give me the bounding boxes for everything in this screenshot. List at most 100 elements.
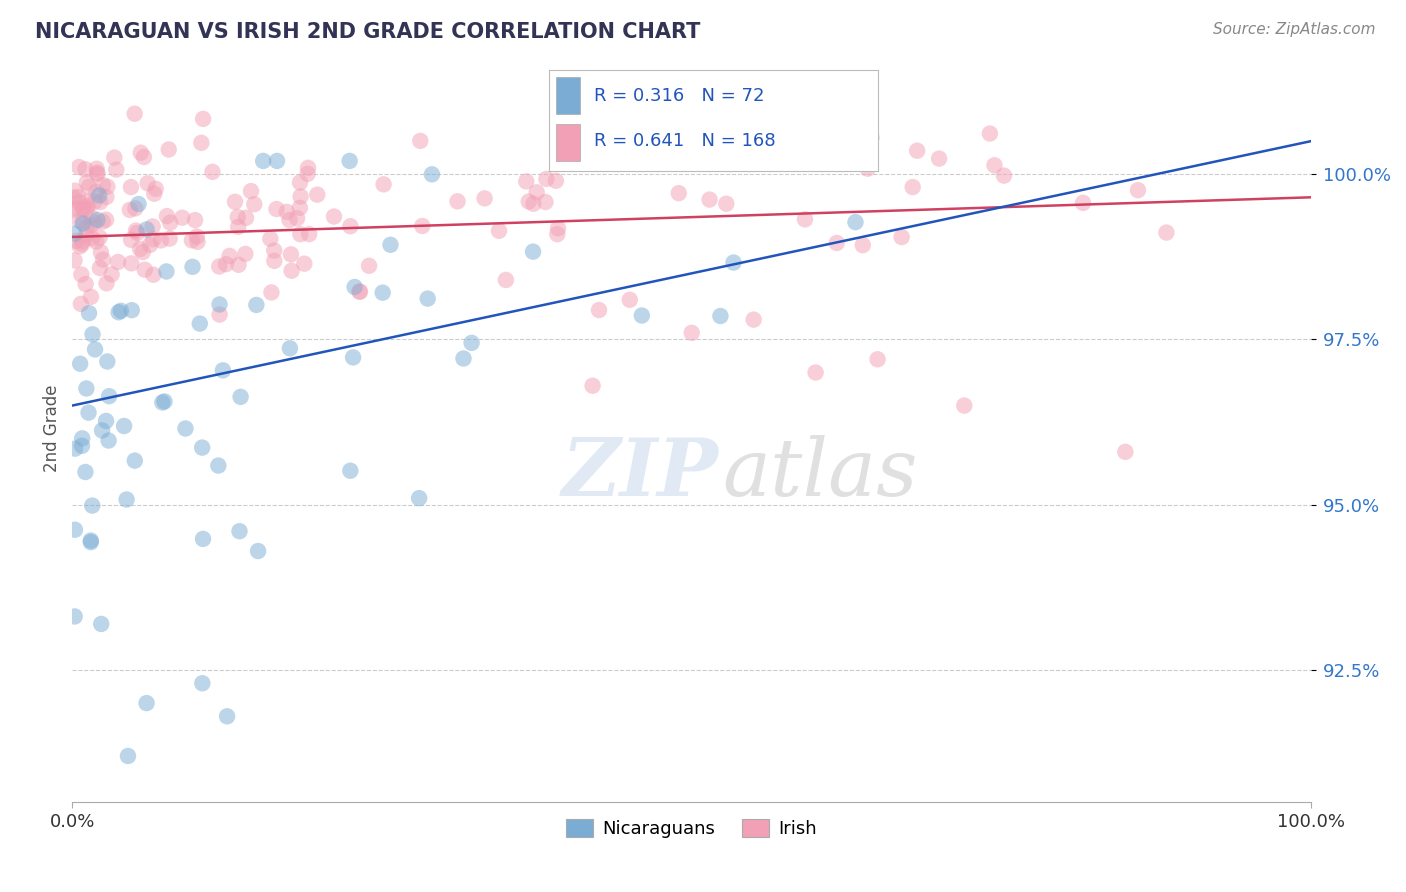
Point bbox=[159, 231, 181, 245]
Point bbox=[297, 167, 319, 181]
Point bbox=[84, 235, 107, 249]
Point bbox=[723, 255, 745, 269]
Point bbox=[212, 363, 235, 377]
Point bbox=[75, 465, 97, 479]
Text: ZIP: ZIP bbox=[561, 434, 718, 512]
Point bbox=[190, 136, 212, 150]
Point bbox=[411, 219, 433, 233]
Point bbox=[63, 523, 86, 537]
Point bbox=[186, 235, 208, 249]
Point bbox=[928, 152, 950, 166]
Point bbox=[1071, 195, 1094, 210]
Point bbox=[581, 378, 603, 392]
Point bbox=[91, 215, 114, 229]
Point bbox=[120, 180, 142, 194]
Point bbox=[186, 229, 208, 244]
Point bbox=[128, 197, 150, 211]
Point bbox=[323, 210, 346, 224]
Point bbox=[839, 144, 862, 158]
Point bbox=[218, 249, 240, 263]
Point bbox=[153, 394, 176, 409]
Point bbox=[105, 162, 128, 177]
Point bbox=[87, 188, 110, 202]
Point bbox=[547, 221, 569, 235]
Point bbox=[62, 190, 84, 204]
Point bbox=[86, 167, 108, 181]
Point bbox=[408, 491, 430, 505]
Point bbox=[70, 237, 93, 252]
Point bbox=[488, 224, 510, 238]
Point bbox=[993, 169, 1015, 183]
Point bbox=[759, 148, 782, 162]
Point bbox=[790, 153, 813, 168]
Point bbox=[983, 158, 1005, 172]
Point bbox=[129, 145, 152, 160]
Point bbox=[224, 194, 246, 209]
Point bbox=[630, 309, 652, 323]
Point bbox=[135, 222, 157, 236]
Point bbox=[263, 244, 285, 258]
Point bbox=[82, 327, 104, 342]
Point bbox=[409, 134, 432, 148]
Point bbox=[155, 264, 177, 278]
Point bbox=[1126, 183, 1149, 197]
Point bbox=[142, 219, 165, 234]
Point bbox=[80, 290, 103, 304]
Point bbox=[208, 308, 231, 322]
Point bbox=[69, 357, 91, 371]
Point bbox=[91, 424, 114, 438]
Point bbox=[794, 212, 817, 227]
Point bbox=[69, 195, 91, 210]
Point bbox=[65, 201, 87, 215]
Point bbox=[124, 453, 146, 467]
Point bbox=[118, 202, 141, 217]
Point bbox=[278, 341, 301, 355]
Text: Source: ZipAtlas.com: Source: ZipAtlas.com bbox=[1212, 22, 1375, 37]
Point bbox=[307, 187, 329, 202]
Point bbox=[522, 196, 544, 211]
Point bbox=[285, 211, 308, 226]
Point bbox=[228, 258, 250, 272]
Point bbox=[72, 217, 94, 231]
Point bbox=[107, 305, 129, 319]
Point bbox=[63, 227, 86, 241]
Point bbox=[180, 233, 202, 247]
Point bbox=[86, 161, 108, 176]
Point bbox=[98, 389, 121, 403]
Point bbox=[235, 211, 257, 225]
Point bbox=[292, 257, 315, 271]
Point bbox=[184, 213, 207, 227]
Point bbox=[1156, 226, 1178, 240]
Point bbox=[716, 196, 738, 211]
Point bbox=[191, 112, 214, 126]
Point bbox=[86, 166, 108, 180]
Point bbox=[75, 162, 97, 177]
Point bbox=[115, 492, 138, 507]
Point bbox=[229, 390, 252, 404]
Point bbox=[136, 176, 159, 190]
Point bbox=[495, 273, 517, 287]
Point bbox=[145, 182, 167, 196]
Point bbox=[979, 127, 1001, 141]
Point bbox=[339, 219, 361, 234]
Point bbox=[245, 298, 267, 312]
Point bbox=[90, 245, 112, 260]
Point bbox=[240, 184, 263, 198]
Point bbox=[247, 544, 270, 558]
Point bbox=[96, 190, 118, 204]
Point bbox=[72, 202, 94, 216]
Point bbox=[349, 285, 371, 299]
Point bbox=[75, 382, 97, 396]
Point bbox=[70, 431, 93, 445]
Point bbox=[76, 202, 98, 216]
Point bbox=[860, 130, 883, 145]
Point bbox=[515, 174, 537, 188]
Point bbox=[89, 260, 111, 275]
Point bbox=[125, 223, 148, 237]
Point bbox=[72, 235, 94, 249]
Point bbox=[134, 262, 156, 277]
Point bbox=[191, 676, 214, 690]
Point bbox=[132, 150, 155, 164]
Point bbox=[536, 172, 558, 186]
Point bbox=[280, 264, 302, 278]
